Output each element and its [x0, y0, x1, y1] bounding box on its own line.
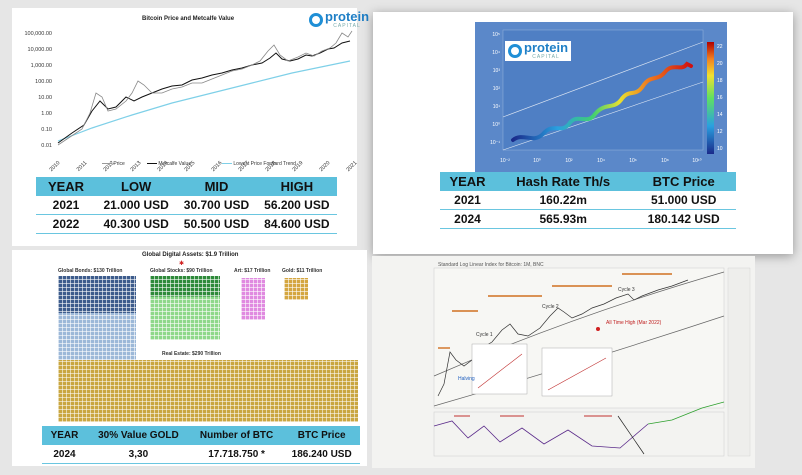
log-chart-title: Standard Log Linear Index for Bitcoin: 1…	[438, 262, 544, 268]
y-tick-label: 10.00	[38, 95, 52, 101]
stocks-label: Global Stocks: $90 Trillion	[150, 268, 213, 274]
colorbar-tick-label: 22	[717, 44, 723, 50]
logo-ring-icon	[309, 13, 323, 27]
y-tick-label: 10²	[493, 86, 501, 92]
halving-label: Halving	[458, 376, 475, 382]
table-row: 2021 21.000 USD 30.700 USD 56.200 USD	[36, 196, 337, 215]
panel-global-assets: Global Digital Assets: $1.9 Trillion ✱ G…	[12, 250, 367, 466]
x-tick-label: 10¹⁰	[692, 158, 701, 164]
y-tick-label: 10¹	[493, 104, 501, 110]
real-estate-block	[58, 360, 358, 422]
y-tick-label: 1,000.00	[31, 63, 52, 69]
col-high: HIGH	[256, 177, 337, 196]
chart-title: Bitcoin Price and Metcalfe Value	[142, 16, 235, 22]
y-tick-label: 1.00	[41, 111, 52, 117]
bonds-block	[58, 276, 136, 364]
gold-block	[284, 278, 308, 300]
x-tick-label: 10⁰	[533, 158, 541, 164]
log-linear-chart	[433, 267, 751, 457]
logo-word: protein	[524, 40, 569, 55]
orange-arrows	[438, 273, 672, 349]
art-label: Art: $17 Trillion	[234, 268, 271, 274]
legend-trend: Lowest Price Forward Trend	[233, 161, 296, 167]
x-tick-label: 2011	[76, 160, 89, 173]
y-tick-label: 100.00	[35, 79, 52, 85]
panel-log-linear: Standard Log Linear Index for Bitcoin: 1…	[372, 256, 755, 468]
y-tick-label: 10⁵	[492, 32, 500, 38]
cycle1-label: Cycle 1	[476, 332, 493, 338]
assets-title: Global Digital Assets: $1.9 Trillion	[142, 252, 239, 258]
x-tick-label: 10⁸	[661, 158, 669, 164]
logo-sub: CAPITAL	[333, 23, 361, 29]
logo-ring-icon	[508, 44, 522, 58]
table-row: 2022 40.300 USD 50.500 USD 84.600 USD	[36, 214, 337, 234]
oscillator-line	[433, 420, 649, 449]
hashrate-table: YEAR Hash Rate Th/s BTC Price 2021 160.2…	[440, 172, 736, 229]
y-tick-label: 0.01	[41, 143, 52, 149]
logo-word: protein	[325, 9, 370, 24]
x-tick-label: 10⁴	[597, 158, 605, 164]
panel-hashrate: 10⁵ 10⁴ 10³ 10² 10¹ 10⁰ 10⁻¹ 10⁻² 10⁰ 10² 10⁴ 10⁶ 1…	[373, 12, 793, 254]
bonds-label: Global Bonds: $130 Trillion	[58, 268, 123, 274]
colorbar-tick-label: 16	[717, 95, 723, 101]
chart-legend: Price Metcalfe Value Lowest Price Forwar…	[102, 161, 342, 171]
price-line	[437, 279, 689, 397]
hashrate-curve	[511, 61, 693, 142]
metcalfe-line	[57, 40, 351, 144]
col-year: YEAR	[42, 426, 87, 445]
colorbar	[707, 42, 714, 154]
col-number-btc: Number of BTC	[189, 426, 284, 445]
x-tick-label: 10²	[565, 158, 573, 164]
hashrate-plot: 10⁵ 10⁴ 10³ 10² 10¹ 10⁰ 10⁻¹ 10⁻² 10⁰ 10² 10⁴ 10⁶ 1…	[475, 22, 727, 176]
x-tick-label: 10⁻²	[500, 158, 510, 164]
legend-metcalfe: Metcalfe Value	[158, 161, 192, 167]
colorbar-tick-label: 20	[717, 61, 723, 67]
table-row: 2024 3,30 17.718.750 * 186.240 USD	[42, 445, 360, 464]
metcalfe-chart: 100,000.00 10,000.00 1,000.00 100.00 10.00 1.…	[24, 30, 357, 173]
protein-logo: protein CAPITAL	[505, 40, 572, 61]
gold-value-table: YEAR 30% Value GOLD Number of BTC BTC Pr…	[42, 426, 360, 464]
col-gold-value: 30% Value GOLD	[87, 426, 190, 445]
protein-logo: protein CAPITAL	[309, 9, 370, 29]
logo-sub: CAPITAL	[532, 54, 560, 60]
colorbar-tick-label: 12	[717, 129, 723, 135]
y-tick-label: 10⁰	[492, 122, 500, 128]
col-low: LOW	[96, 177, 177, 196]
col-hashrate: Hash Rate Th/s	[495, 172, 632, 191]
cycle3-label: Cycle 3	[618, 287, 635, 293]
col-year: YEAR	[36, 177, 96, 196]
legend-price: Price	[113, 161, 125, 167]
y-tick-label: 10⁴	[492, 50, 500, 56]
y-tick-label: 100,000.00	[24, 31, 52, 37]
y-tick-label: 0.10	[41, 127, 52, 133]
table-row: 2024 565.93m 180.142 USD	[440, 209, 736, 229]
cycle2-label: Cycle 2	[542, 304, 559, 310]
colorbar-tick-label: 18	[717, 78, 723, 84]
real-estate-label: Real Estate: $290 Trillion	[162, 351, 221, 357]
x-tick-label: 2010	[49, 160, 62, 173]
x-tick-label: 10⁶	[629, 158, 637, 164]
col-year: YEAR	[440, 172, 495, 191]
col-mid: MID	[176, 177, 257, 196]
col-btc-price: BTC Price	[283, 426, 360, 445]
trend-line	[57, 60, 351, 142]
colorbar-tick-label: 14	[717, 112, 723, 118]
x-tick-label: 2021	[346, 160, 357, 173]
y-tick-label: 10³	[493, 68, 501, 74]
colorbar-tick-label: 10	[717, 146, 723, 152]
star-icon: ✱	[179, 261, 185, 267]
stocks-block	[150, 276, 220, 340]
price-line	[57, 30, 353, 146]
art-block	[241, 278, 265, 320]
y-tick-label: 10,000.00	[28, 47, 52, 53]
y-tick-label: 10⁻¹	[490, 140, 500, 146]
forecast-table: YEAR LOW MID HIGH 2021 21.000 USD 30.700…	[36, 177, 337, 234]
gold-label: Gold: $11 Trillion	[282, 268, 323, 274]
panel-bitcoin-metcalfe: Bitcoin Price and Metcalfe Value protein…	[12, 8, 369, 246]
ath-label: All Time High (Mar 2022)	[606, 320, 662, 326]
col-btc-price: BTC Price	[631, 172, 736, 191]
table-row: 2021 160.22m 51.000 USD	[440, 191, 736, 210]
